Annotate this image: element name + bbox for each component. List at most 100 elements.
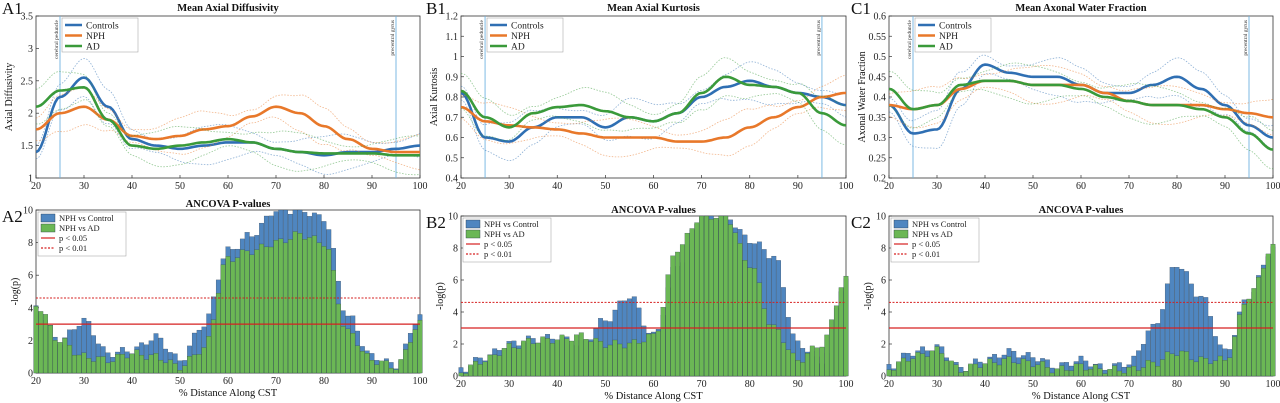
bar xyxy=(1025,360,1031,377)
bar xyxy=(968,363,973,377)
bar xyxy=(583,339,589,377)
bar xyxy=(1193,361,1199,377)
bar xyxy=(1246,298,1252,377)
bar xyxy=(1256,276,1261,377)
x-tick-label: 60 xyxy=(649,181,659,192)
x-tick-label: 50 xyxy=(1028,379,1038,390)
x-tick-label: 20 xyxy=(456,379,466,390)
bar xyxy=(948,360,954,377)
bar xyxy=(1073,363,1079,377)
bar xyxy=(1040,361,1045,377)
bar xyxy=(1126,367,1132,377)
bar xyxy=(627,342,632,377)
bar xyxy=(115,353,120,374)
panel-letter-b1: B1 xyxy=(426,0,446,18)
x-tick-label: 100 xyxy=(413,181,428,192)
x-tick-label: 70 xyxy=(697,379,707,390)
bar xyxy=(1140,367,1146,377)
bar xyxy=(321,246,327,374)
legend-label: p < 0.01 xyxy=(59,243,87,253)
y-tick-label: 0.35 xyxy=(869,113,887,124)
bar xyxy=(530,343,536,377)
legend-label: p < 0.01 xyxy=(912,249,940,259)
bar xyxy=(1169,353,1175,377)
x-tick-label: 70 xyxy=(1124,181,1134,192)
x-tick-label: 100 xyxy=(413,376,428,387)
x-tick-label: 40 xyxy=(552,181,562,192)
chart-b1: 20 30 40 50 60 70 80 90 100 0.4 0.5 0.6 0.7 0.8 0.9 1 1.… xyxy=(429,3,854,192)
bar xyxy=(110,361,116,374)
bar xyxy=(1083,369,1089,377)
bar xyxy=(781,342,786,377)
bar xyxy=(497,355,502,377)
series-group xyxy=(889,54,1273,170)
bar xyxy=(1092,364,1098,377)
landmark-label: cerebral peduncle xyxy=(479,19,485,58)
series-envelope xyxy=(461,93,846,145)
series-line-nph xyxy=(889,79,1273,119)
legend-label: NPH vs AD xyxy=(59,223,100,233)
y-tick-label: 0 xyxy=(453,372,458,383)
bar xyxy=(915,352,921,377)
y-tick-label: 3.5 xyxy=(21,12,34,23)
legend-label: AD xyxy=(511,43,525,53)
bar xyxy=(283,242,288,374)
bar xyxy=(57,342,63,374)
bar xyxy=(1097,368,1103,377)
x-tick-label: 60 xyxy=(223,376,233,387)
bar xyxy=(482,361,488,377)
bar xyxy=(665,274,671,377)
bar xyxy=(1044,367,1050,377)
bar xyxy=(651,333,656,377)
y-axis-label: Axial Diffusivity xyxy=(4,63,15,131)
x-tick-label: 40 xyxy=(127,376,137,387)
bar xyxy=(732,232,738,377)
bar xyxy=(95,356,101,374)
bar xyxy=(1107,369,1113,377)
bar xyxy=(766,324,772,377)
bar xyxy=(129,353,135,374)
bar xyxy=(158,359,164,374)
bar xyxy=(756,282,762,377)
bar xyxy=(163,362,168,374)
x-tick-label: 90 xyxy=(793,181,803,192)
bar xyxy=(987,358,993,377)
x-tick-label: 40 xyxy=(552,379,562,390)
bar xyxy=(501,348,507,377)
x-tick-label: 80 xyxy=(319,181,329,192)
bar xyxy=(254,249,260,374)
bar-series-nph-vs-control xyxy=(886,246,1276,377)
bar xyxy=(182,365,188,374)
x-tick-label: 100 xyxy=(1266,181,1280,192)
bar xyxy=(91,361,96,374)
y-axis-label: -log(p) xyxy=(863,282,874,310)
bar xyxy=(660,307,666,377)
bar xyxy=(215,292,221,374)
bar xyxy=(153,353,159,374)
bar xyxy=(929,350,935,377)
legend-label: NPH vs Control xyxy=(484,219,539,229)
y-tick-label: 0.4 xyxy=(874,93,887,104)
y-tick-label: 0.5 xyxy=(874,52,887,63)
bar xyxy=(191,354,197,374)
bar xyxy=(345,328,351,374)
bar xyxy=(718,215,724,377)
y-tick-label: 0.8 xyxy=(446,93,459,104)
x-tick-label: 30 xyxy=(504,379,514,390)
x-axis-label: % Distance Along CST xyxy=(1032,391,1131,402)
bar xyxy=(230,261,236,374)
bar xyxy=(564,338,570,377)
series-envelope xyxy=(889,73,1273,150)
x-tick-label: 70 xyxy=(271,181,281,192)
legend-swatch xyxy=(465,229,481,239)
legend-swatch xyxy=(893,229,909,239)
legend-label: NPH vs AD xyxy=(912,229,953,239)
bar xyxy=(398,359,404,374)
y-tick-label: 0.6 xyxy=(874,12,887,23)
bar xyxy=(574,334,579,377)
bar xyxy=(105,362,111,374)
bar xyxy=(263,246,269,374)
bar xyxy=(516,348,522,377)
x-tick-label: 40 xyxy=(980,181,990,192)
